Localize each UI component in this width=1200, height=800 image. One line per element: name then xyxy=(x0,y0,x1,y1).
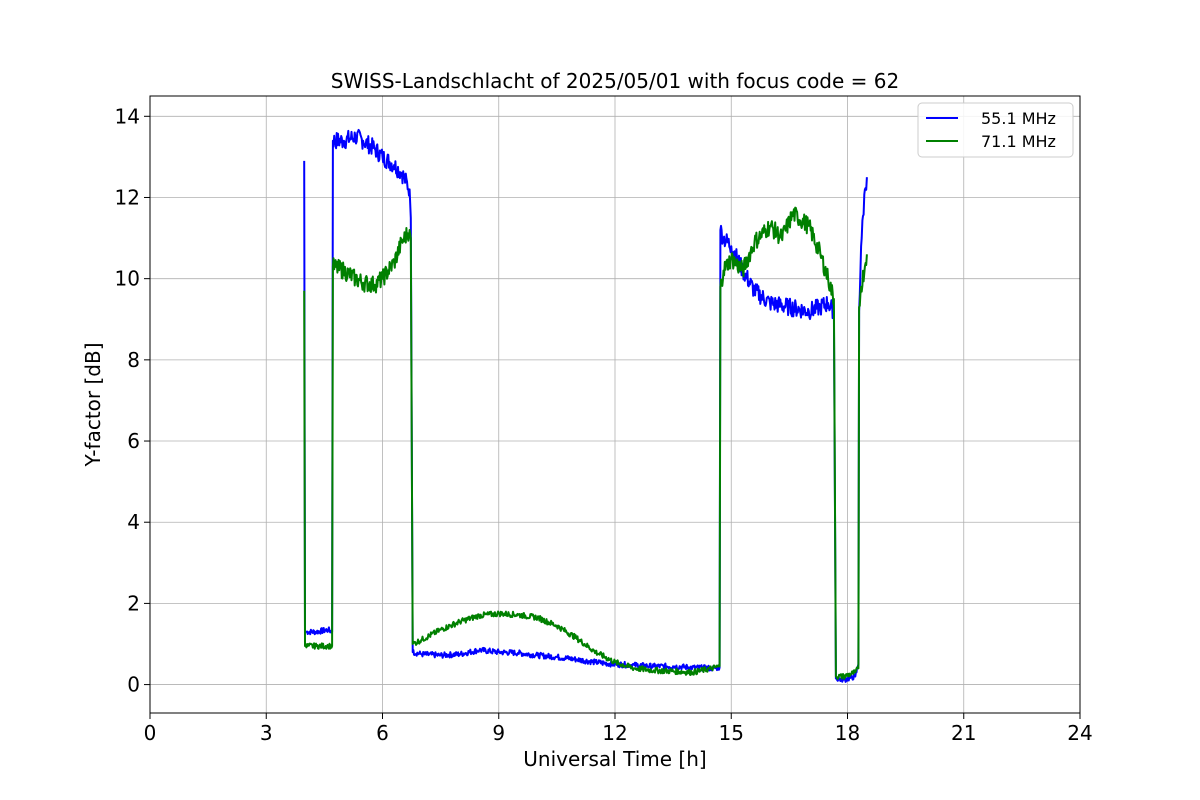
x-tick-label: 6 xyxy=(376,721,389,745)
series-line-1 xyxy=(303,128,868,683)
y-tick-label: 8 xyxy=(127,348,140,372)
y-tick-label: 2 xyxy=(127,591,140,615)
grid xyxy=(149,96,1081,713)
x-tick-label: 15 xyxy=(719,721,744,745)
legend-box xyxy=(917,102,1074,158)
y-axis-label: Y-factor [dB] xyxy=(81,342,105,467)
y-tick-label: 0 xyxy=(127,673,140,697)
x-tick-label: 9 xyxy=(492,721,505,745)
x-tick-label: 12 xyxy=(602,721,627,745)
y-tick-label: 6 xyxy=(127,429,140,453)
series-line-2 xyxy=(303,206,868,680)
y-tick-label: 12 xyxy=(115,185,140,209)
x-tick-label: 3 xyxy=(260,721,273,745)
legend-label: 71.1 MHz xyxy=(981,132,1056,151)
y-tick-label: 10 xyxy=(115,267,140,291)
x-tick-label: 24 xyxy=(1067,721,1092,745)
y-tick-label: 4 xyxy=(127,510,140,534)
legend: 55.1 MHz 71.1 MHz xyxy=(917,102,1074,158)
y-axis: 0 2 4 6 8 10 12 14 xyxy=(115,104,150,697)
y-tick-label: 14 xyxy=(115,104,140,128)
chart-title: SWISS-Landschlacht of 2025/05/01 with fo… xyxy=(331,69,899,93)
x-tick-label: 0 xyxy=(144,721,157,745)
x-axis-label: Universal Time [h] xyxy=(523,747,706,771)
series-layer xyxy=(303,128,868,683)
legend-label: 55.1 MHz xyxy=(981,109,1056,128)
x-tick-label: 18 xyxy=(835,721,860,745)
x-tick-label: 21 xyxy=(951,721,976,745)
x-axis: 0 3 6 9 12 15 18 21 24 xyxy=(144,713,1093,745)
